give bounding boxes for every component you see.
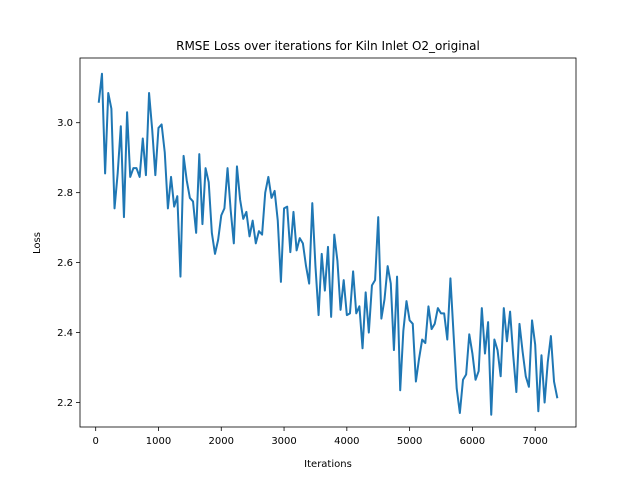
- chart-title: RMSE Loss over iterations for Kiln Inlet…: [176, 39, 480, 53]
- x-tick-label: 0: [93, 436, 99, 447]
- y-tick-label: 3.0: [57, 118, 73, 129]
- y-tick-label: 2.8: [57, 188, 73, 199]
- loss-series-line: [97, 72, 559, 416]
- x-tick-label: 2000: [209, 436, 234, 447]
- x-tick-label: 7000: [522, 436, 547, 447]
- x-tick-label: 3000: [271, 436, 296, 447]
- y-axis-label: Loss: [32, 232, 43, 254]
- x-axis: 0 1000 2000 3000 4000 5000 6000 7000: [93, 427, 548, 447]
- y-tick-label: 2.2: [57, 398, 73, 409]
- y-tick-label: 2.6: [57, 258, 73, 269]
- y-tick-label: 2.4: [57, 328, 73, 339]
- y-axis: 2.2 2.4 2.6 2.8 3.0: [57, 118, 80, 409]
- x-tick-label: 5000: [397, 436, 422, 447]
- plot-frame: [79, 57, 577, 428]
- x-axis-label: Iterations: [304, 459, 352, 470]
- x-tick-label: 6000: [460, 436, 485, 447]
- x-tick-label: 1000: [146, 436, 171, 447]
- x-tick-label: 4000: [334, 436, 359, 447]
